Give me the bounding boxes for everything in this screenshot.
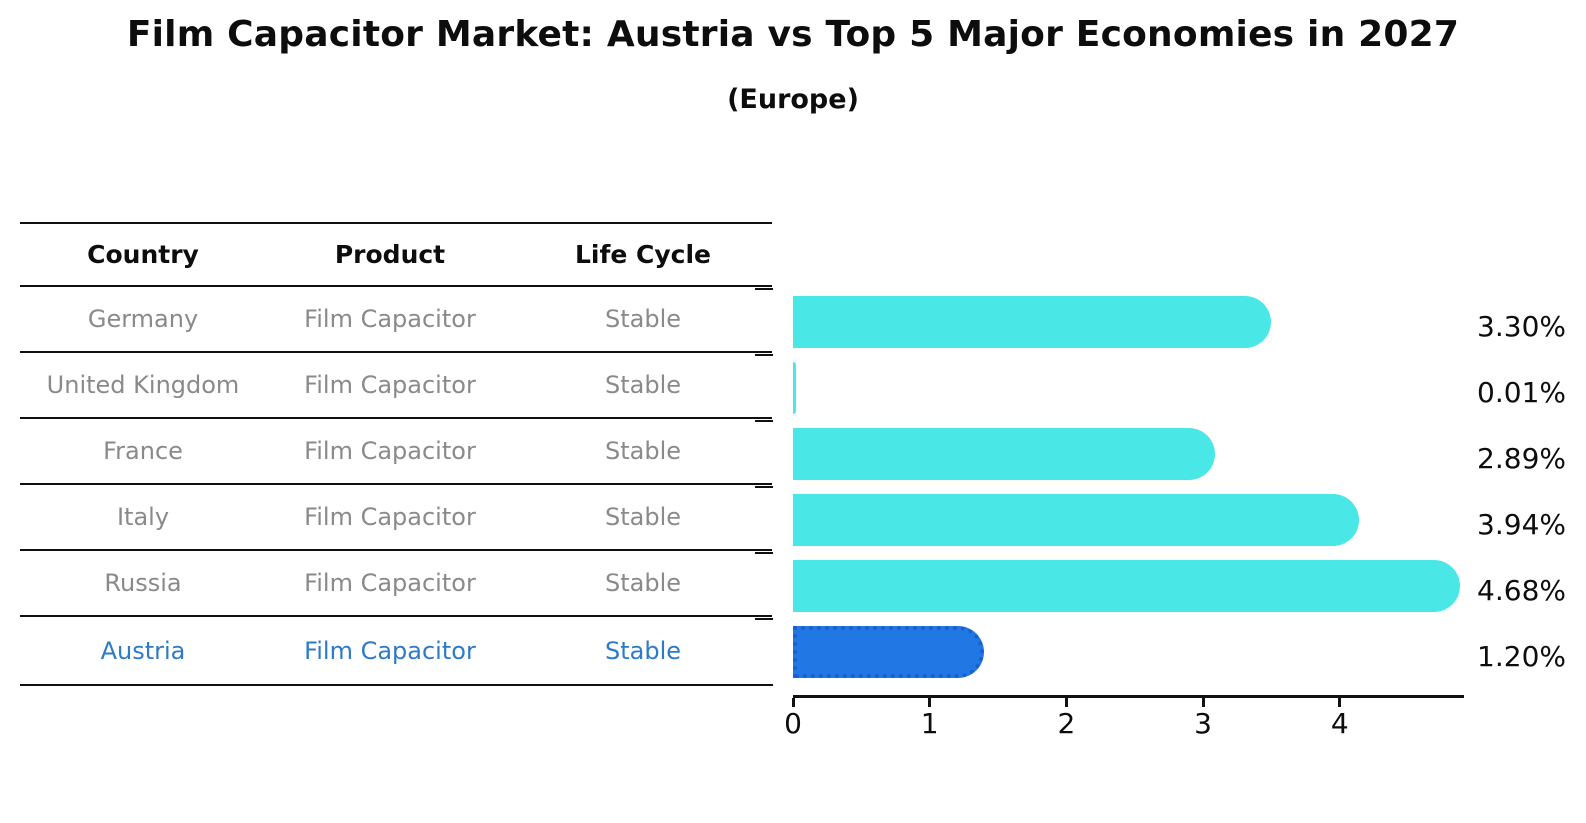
cell-life-cycle: Stable	[604, 503, 682, 531]
x-axis	[793, 695, 1464, 698]
table-header-row: Country Product Life Cycle	[20, 224, 772, 285]
x-tick	[1064, 698, 1068, 707]
bar-france	[793, 428, 1216, 480]
cell-life-cycle: Stable	[604, 569, 682, 597]
column-header-life-cycle: Life Cycle	[574, 240, 712, 269]
y-tick	[755, 684, 773, 686]
table-row: Germany Film Capacitor Stable	[20, 287, 772, 351]
bar-row-italy	[793, 494, 1493, 546]
cell-product: Film Capacitor	[304, 437, 476, 465]
value-label: 4.68%	[1477, 574, 1566, 607]
value-label: 1.20%	[1477, 640, 1566, 673]
table-row: United Kingdom Film Capacitor Stable	[20, 353, 772, 417]
y-tick	[755, 486, 773, 488]
column-header-product: Product	[334, 240, 446, 269]
x-tick	[1338, 698, 1342, 707]
bar-russia	[793, 560, 1460, 612]
x-tick-label: 4	[1330, 707, 1349, 740]
bar-row-russia	[793, 560, 1493, 612]
x-tick	[1201, 698, 1205, 707]
value-label: 3.30%	[1477, 310, 1566, 343]
table-border-line	[20, 483, 772, 485]
table-border-line	[20, 222, 772, 224]
bar-row-germany	[793, 296, 1493, 348]
bar-row-austria	[793, 626, 1493, 678]
cell-product: Film Capacitor	[304, 371, 476, 399]
y-tick	[755, 420, 773, 422]
y-tick	[755, 618, 773, 620]
table-border-line	[20, 417, 772, 419]
cell-product: Film Capacitor	[304, 569, 476, 597]
cell-country: United Kingdom	[46, 371, 240, 399]
column-header-country: Country	[87, 240, 199, 269]
data-table: Country Product Life Cycle Germany Film …	[20, 222, 772, 686]
table-border-line	[20, 351, 772, 353]
cell-life-cycle: Stable	[604, 371, 682, 399]
x-tick-label: 1	[920, 707, 939, 740]
bar-italy	[793, 494, 1359, 546]
bar-row-france	[793, 428, 1493, 480]
value-label: 0.01%	[1477, 376, 1566, 409]
cell-product: Film Capacitor	[304, 305, 476, 333]
value-label: 2.89%	[1477, 442, 1566, 475]
cell-country: Austria	[100, 636, 186, 665]
bar-germany	[793, 296, 1272, 348]
table-row-highlighted: Austria Film Capacitor Stable	[20, 617, 772, 684]
cell-country: France	[103, 437, 183, 465]
cell-country: Russia	[104, 569, 182, 597]
y-tick	[755, 552, 773, 554]
y-tick	[755, 288, 773, 290]
table-border-line	[20, 615, 772, 617]
x-tick	[791, 698, 795, 707]
bar-united-kingdom	[793, 362, 796, 414]
bar-row-united-kingdom	[793, 362, 1493, 414]
table-row: Italy Film Capacitor Stable	[20, 485, 772, 549]
cell-product: Film Capacitor	[304, 503, 476, 531]
x-tick-label: 3	[1194, 707, 1212, 740]
table-row: Russia Film Capacitor Stable	[20, 551, 772, 615]
cell-life-cycle: Stable	[604, 437, 682, 465]
table-border-line	[20, 285, 772, 287]
table-border-line	[20, 549, 772, 551]
x-tick	[928, 698, 932, 707]
cell-life-cycle: Stable	[604, 305, 682, 333]
cell-country: Italy	[116, 503, 170, 531]
bar-austria	[793, 626, 985, 678]
page-title: Film Capacitor Market: Austria vs Top 5 …	[126, 14, 1460, 55]
x-tick-label: 2	[1057, 707, 1076, 740]
cell-life-cycle: Stable	[604, 636, 682, 665]
page-subtitle: (Europe)	[727, 84, 859, 115]
x-tick-label: 0	[784, 707, 802, 740]
cell-country: Germany	[87, 305, 199, 333]
y-tick	[755, 354, 773, 356]
value-label: 3.94%	[1477, 508, 1566, 541]
table-border-line	[20, 684, 772, 686]
table-row: France Film Capacitor Stable	[20, 419, 772, 483]
cell-product: Film Capacitor	[304, 636, 476, 665]
